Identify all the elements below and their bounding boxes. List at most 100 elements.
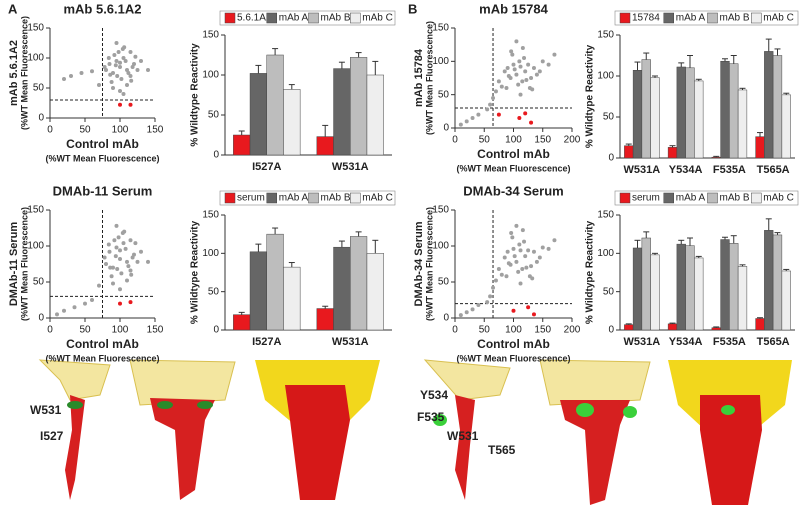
point xyxy=(496,267,501,272)
point xyxy=(493,278,498,283)
point xyxy=(119,77,124,81)
point xyxy=(529,264,534,269)
point xyxy=(514,72,519,77)
point xyxy=(491,285,496,290)
point xyxy=(115,267,120,272)
legend-label: mAb A xyxy=(279,13,309,24)
y-tick-label: 0 xyxy=(213,150,219,161)
point xyxy=(118,60,122,65)
point xyxy=(90,69,94,74)
point xyxy=(119,271,124,276)
point xyxy=(118,301,122,306)
y-tick-label: 0 xyxy=(213,325,219,336)
y-tick-label: 100 xyxy=(432,56,449,67)
legend-swatch xyxy=(350,12,361,24)
structure-label: T565 xyxy=(488,443,516,457)
legend-swatch xyxy=(619,12,631,24)
bar xyxy=(781,94,791,159)
legend-box xyxy=(219,190,396,206)
legend-label: mAb B xyxy=(321,193,351,204)
bar xyxy=(233,314,251,331)
point xyxy=(485,300,490,305)
point xyxy=(537,69,542,74)
y-tick-label: 0 xyxy=(608,153,614,164)
bar xyxy=(233,134,251,156)
point xyxy=(125,259,129,264)
bar xyxy=(366,74,384,156)
point xyxy=(491,96,496,100)
legend-label: 5.6.1A2 xyxy=(237,13,272,24)
x-tick-label: 150 xyxy=(147,325,164,336)
point xyxy=(517,116,522,120)
point xyxy=(129,272,134,277)
point xyxy=(112,53,117,57)
x-tick-label: W531A xyxy=(624,336,661,348)
point xyxy=(135,259,140,264)
point xyxy=(502,69,507,74)
bar xyxy=(720,60,730,159)
x-tick-label: 100 xyxy=(505,325,522,336)
point xyxy=(133,241,138,246)
point xyxy=(522,239,527,244)
legend-label: mAb C xyxy=(362,13,393,24)
point xyxy=(517,59,522,64)
point xyxy=(510,52,515,57)
y-tick-label: 0 xyxy=(38,113,44,124)
point xyxy=(534,259,539,264)
point xyxy=(511,308,516,313)
y-axis-title: DMAb-11 Serum xyxy=(8,222,20,307)
point xyxy=(534,72,539,77)
legend-box xyxy=(614,190,799,206)
point xyxy=(114,41,119,45)
bar xyxy=(711,327,721,331)
ribbon xyxy=(539,359,651,406)
point xyxy=(552,238,557,243)
y-tick-label: 100 xyxy=(597,248,614,259)
point xyxy=(512,254,517,259)
y-tick-label: 50 xyxy=(33,83,45,94)
point xyxy=(526,305,531,310)
y-axis-title: DMAb-34 Serum xyxy=(413,221,425,306)
point xyxy=(114,59,119,63)
y-tick-label: 100 xyxy=(27,53,44,64)
ribbon xyxy=(129,359,236,406)
point xyxy=(509,49,514,54)
x-tick-label: T565A xyxy=(757,336,790,348)
bar xyxy=(729,63,739,159)
x-tick-label: W531A xyxy=(624,164,661,176)
bar xyxy=(283,89,301,156)
surface xyxy=(285,385,350,500)
point xyxy=(118,287,122,292)
point xyxy=(470,116,475,120)
ribbon xyxy=(38,359,111,401)
legend-swatch xyxy=(751,192,762,204)
legend-label: 15784 xyxy=(632,13,660,24)
x-tick-label: 0 xyxy=(47,125,53,136)
bar xyxy=(283,266,301,331)
y-axis-title: % Wildtype Reactivity xyxy=(585,220,596,324)
point xyxy=(511,246,516,251)
x-tick-label: 50 xyxy=(479,135,491,146)
point xyxy=(79,71,84,75)
y-axis-title: mAb 15784 xyxy=(413,48,425,107)
legend-box xyxy=(614,10,799,26)
point xyxy=(476,112,481,117)
x-tick-label: W531A xyxy=(332,161,369,173)
y-tick-label: 150 xyxy=(27,205,44,216)
bar xyxy=(685,245,695,331)
point xyxy=(123,246,128,251)
point xyxy=(546,62,551,67)
point xyxy=(129,78,134,83)
structure-label: I527 xyxy=(40,429,64,443)
chart-title: DMAb-34 Serum xyxy=(463,183,563,198)
legend-label: mAb B xyxy=(321,13,351,24)
point xyxy=(126,264,131,269)
point xyxy=(111,281,115,286)
bar xyxy=(624,324,634,331)
point xyxy=(128,102,133,107)
point xyxy=(104,68,108,72)
surface xyxy=(700,395,762,505)
y-tick-label: 50 xyxy=(603,112,615,123)
legend-swatch xyxy=(224,192,236,204)
bar xyxy=(764,51,774,159)
